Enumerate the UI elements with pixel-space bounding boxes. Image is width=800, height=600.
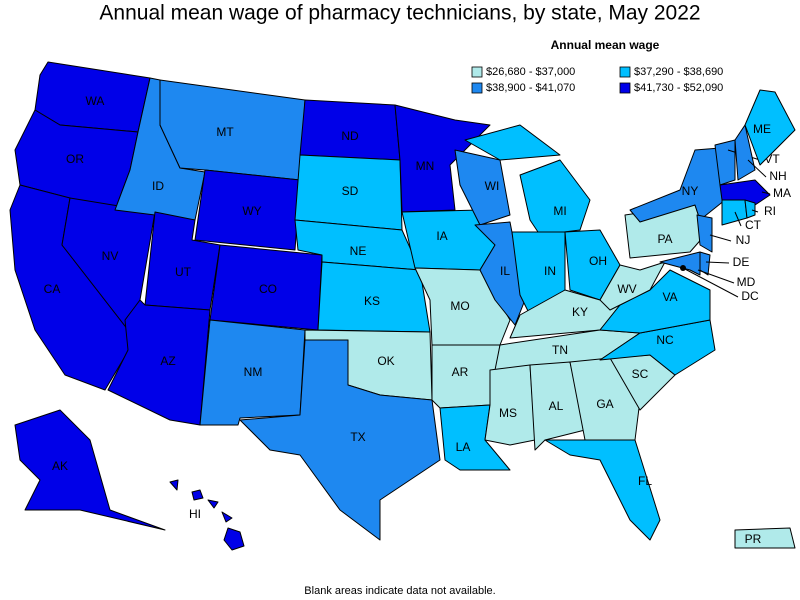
state [14, 409, 166, 531]
state-label: MD [737, 275, 756, 289]
state-label: DE [733, 255, 750, 269]
leader-line [709, 234, 732, 242]
leader-line [734, 211, 742, 227]
state-label: NJ [736, 233, 751, 247]
state-label: UT [175, 265, 192, 279]
state-label: CA [44, 282, 61, 296]
state [744, 89, 796, 166]
leader-line [697, 269, 735, 284]
state-label: CT [745, 218, 762, 232]
state [734, 527, 796, 549]
state [744, 199, 756, 219]
legend-label: $37,290 - $38,690 [634, 66, 723, 78]
legend-swatch [619, 82, 631, 94]
state-label: PA [657, 232, 672, 246]
state [629, 147, 726, 223]
state-label: NE [350, 244, 367, 258]
state-label: NM [244, 365, 263, 379]
state [696, 214, 713, 253]
state-label: ID [152, 179, 164, 193]
state [194, 169, 301, 251]
state-label: MS [499, 406, 517, 420]
state [714, 139, 736, 186]
state-label: ME [753, 122, 771, 136]
state-label: RI [764, 204, 776, 218]
state-label: MT [216, 125, 234, 139]
state [239, 339, 441, 541]
state-label: WI [485, 179, 500, 193]
state-label: IA [436, 229, 447, 243]
state-label: OK [377, 354, 394, 368]
legend: $26,680 - $37,000 $37,290 - $38,690 $38,90… [471, 66, 723, 94]
state-label: NY [682, 184, 699, 198]
legend-swatch [619, 66, 631, 78]
state [719, 179, 771, 206]
state-label: NV [102, 249, 119, 263]
state-label: PR [745, 532, 762, 546]
state-label: TX [350, 430, 365, 444]
state-label: IN [544, 264, 556, 278]
state-label: WA [86, 94, 105, 108]
state-label: SD [342, 184, 359, 198]
leader-line [682, 267, 739, 298]
state-label: MI [553, 204, 566, 218]
state [544, 439, 661, 541]
state-label: KY [572, 305, 588, 319]
state-label: WY [242, 204, 261, 218]
state-label: WV [617, 282, 636, 296]
state [484, 364, 536, 446]
state-label: CO [259, 282, 277, 296]
state-label: AK [52, 459, 68, 473]
state [734, 124, 756, 181]
state [599, 261, 666, 311]
state-label: OR [66, 152, 84, 166]
state [394, 104, 491, 213]
state-label: NH [769, 169, 786, 183]
map-title: Annual mean wage of pharmacy technicians… [99, 2, 700, 25]
state-label: VA [662, 290, 677, 304]
state [659, 251, 701, 276]
state [107, 299, 211, 426]
leader-line [705, 261, 730, 264]
states: WA OR CA NV ID MT WY UT AZ CO NM ND SD NE KS OK TX MN IA MO… [9, 61, 796, 551]
legend-swatch [471, 82, 483, 94]
state [721, 199, 748, 226]
state-label: MN [416, 159, 435, 173]
legend-label: $26,680 - $37,000 [486, 66, 575, 78]
state-label: SC [632, 367, 649, 381]
leader-line [747, 159, 767, 178]
leader-line [751, 209, 759, 213]
state-label: AR [452, 365, 469, 379]
state-label: NC [656, 333, 674, 347]
state [454, 149, 511, 226]
state-label: MA [773, 186, 791, 200]
state-label: LA [456, 440, 471, 454]
state-label: AZ [160, 354, 175, 368]
state-label: ND [341, 129, 359, 143]
state-label: IL [500, 264, 510, 278]
leader-line [761, 191, 771, 195]
state-label: GA [596, 397, 613, 411]
legend-label: $41,730 - $52,090 [634, 82, 723, 94]
state-label: KS [364, 294, 380, 308]
state-label: HI [189, 507, 201, 521]
state-label: DC [741, 289, 759, 303]
state-label: TN [552, 343, 568, 357]
legend-title: Annual mean wage [551, 38, 660, 52]
state-label: FL [638, 474, 652, 488]
footnote: Blank areas indicate data not available. [304, 585, 495, 597]
state [169, 479, 245, 551]
state [529, 361, 586, 451]
state-label: OH [589, 254, 607, 268]
legend-swatch [471, 66, 483, 78]
state-label: AL [549, 399, 564, 413]
state-label: MO [450, 299, 469, 313]
legend-label: $38,900 - $41,070 [486, 82, 575, 94]
state [464, 124, 591, 236]
